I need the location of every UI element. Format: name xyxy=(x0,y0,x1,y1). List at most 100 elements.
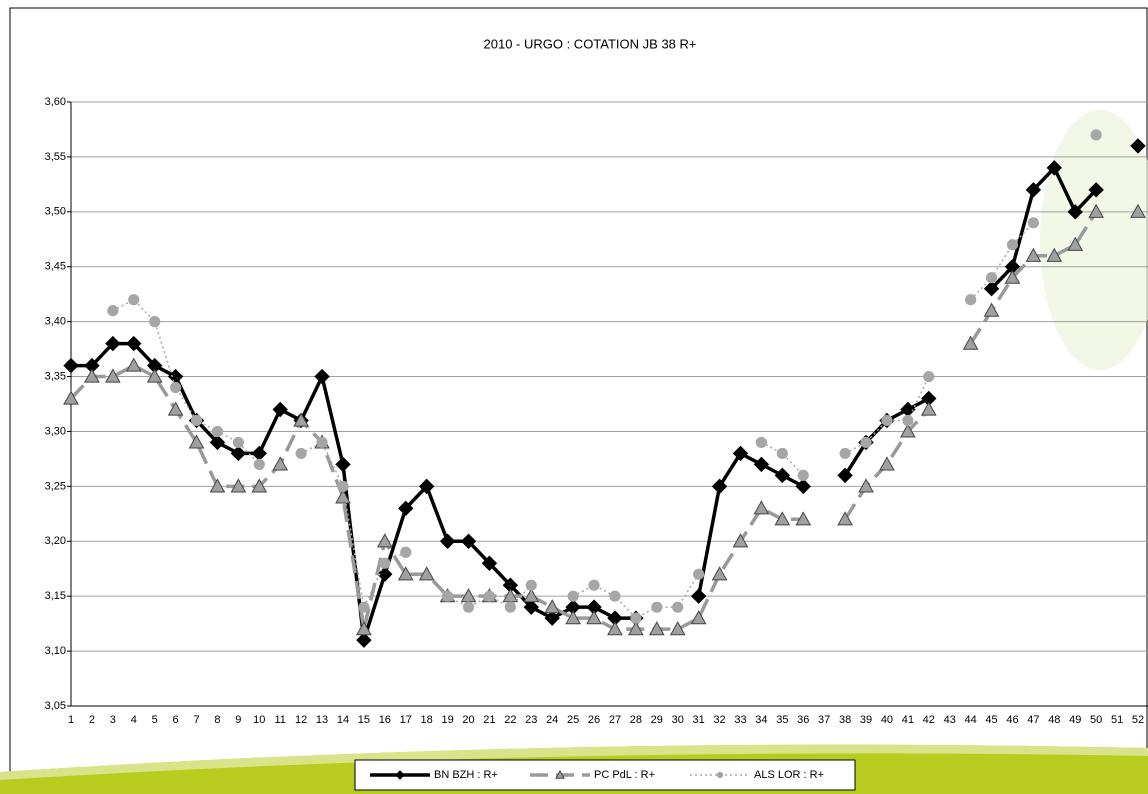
x-tick-label: 47 xyxy=(1027,714,1039,726)
x-tick-label: 29 xyxy=(651,714,663,726)
marker xyxy=(484,591,495,602)
marker xyxy=(316,437,327,448)
x-tick-label: 10 xyxy=(253,714,265,726)
x-tick-label: 21 xyxy=(483,714,495,726)
marker xyxy=(672,602,683,613)
legend-label: PC PdL : R+ xyxy=(594,769,655,781)
y-tick-label: 3,15 xyxy=(45,590,66,602)
marker xyxy=(839,448,850,459)
marker xyxy=(568,591,579,602)
x-tick-label: 3 xyxy=(110,714,116,726)
x-tick-label: 40 xyxy=(881,714,893,726)
marker xyxy=(651,602,662,613)
chart-frame xyxy=(10,8,1147,793)
x-tick-label: 5 xyxy=(152,714,158,726)
marker xyxy=(149,316,160,327)
chart-title: 2010 - URGO : COTATION JB 38 R+ xyxy=(484,36,697,51)
chart: 2010 - URGO : COTATION JB 38 R+ 3,05 3,10… xyxy=(0,0,1148,794)
x-tick-label: 39 xyxy=(860,714,872,726)
y-tick-label: 3,60 xyxy=(45,96,66,108)
x-tick-label: 49 xyxy=(1069,714,1081,726)
x-tick-label: 46 xyxy=(1006,714,1018,726)
x-tick-label: 24 xyxy=(546,714,558,726)
x-tick-label: 32 xyxy=(713,714,725,726)
x-tick-label: 33 xyxy=(734,714,746,726)
marker xyxy=(233,437,244,448)
x-tick-label: 2 xyxy=(89,714,95,726)
y-tick-label: 3,35 xyxy=(45,370,66,382)
x-tick-label: 34 xyxy=(755,714,767,726)
marker xyxy=(107,305,118,316)
y-tick-label: 3,45 xyxy=(45,261,66,273)
marker xyxy=(777,448,788,459)
marker xyxy=(526,580,537,591)
x-tick-label: 44 xyxy=(965,714,977,726)
y-tick-label: 3,10 xyxy=(45,645,66,657)
marker xyxy=(212,426,223,437)
marker xyxy=(588,580,599,591)
x-tick-label: 7 xyxy=(193,714,199,726)
marker xyxy=(986,272,997,283)
marker xyxy=(965,294,976,305)
x-tick-label: 50 xyxy=(1090,714,1102,726)
marker xyxy=(860,437,871,448)
y-tick-label: 3,30 xyxy=(45,425,66,437)
marker xyxy=(1007,239,1018,250)
marker xyxy=(170,382,181,393)
marker xyxy=(609,591,620,602)
x-tick-label: 25 xyxy=(567,714,579,726)
x-tick-label: 1 xyxy=(68,714,74,726)
x-tick-label: 8 xyxy=(214,714,220,726)
marker xyxy=(505,602,516,613)
y-tick-label: 3,55 xyxy=(45,151,66,163)
x-tick-label: 15 xyxy=(358,714,370,726)
marker xyxy=(337,481,348,492)
x-tick-label: 9 xyxy=(235,714,241,726)
x-tick-label: 31 xyxy=(693,714,705,726)
marker xyxy=(358,602,369,613)
marker xyxy=(1028,217,1039,228)
x-tick-label: 19 xyxy=(441,714,453,726)
marker xyxy=(254,459,265,470)
x-tick-label: 48 xyxy=(1048,714,1060,726)
legend-label: ALS LOR : R+ xyxy=(754,769,824,781)
marker xyxy=(128,294,139,305)
x-tick-label: 28 xyxy=(630,714,642,726)
marker xyxy=(630,613,641,624)
x-tick-label: 13 xyxy=(316,714,328,726)
marker xyxy=(881,415,892,426)
marker xyxy=(1091,129,1102,140)
x-tick-label: 18 xyxy=(421,714,433,726)
marker xyxy=(756,437,767,448)
marker xyxy=(463,602,474,613)
x-tick-label: 51 xyxy=(1111,714,1123,726)
x-tick-label: 42 xyxy=(923,714,935,726)
marker xyxy=(400,547,411,558)
y-tick-label: 3,40 xyxy=(45,316,66,328)
marker xyxy=(379,558,390,569)
x-tick-label: 30 xyxy=(672,714,684,726)
y-tick-label: 3,20 xyxy=(45,535,66,547)
x-tick-label: 12 xyxy=(295,714,307,726)
y-tick-label: 3,50 xyxy=(45,206,66,218)
x-tick-label: 26 xyxy=(588,714,600,726)
marker xyxy=(798,470,809,481)
marker xyxy=(296,448,307,459)
x-tick-label: 6 xyxy=(173,714,179,726)
x-tick-label: 45 xyxy=(985,714,997,726)
x-tick-label: 52 xyxy=(1132,714,1144,726)
x-tick-label: 36 xyxy=(797,714,809,726)
x-tick-label: 14 xyxy=(337,714,349,726)
x-tick-label: 37 xyxy=(818,714,830,726)
x-tick-label: 20 xyxy=(462,714,474,726)
marker xyxy=(902,415,913,426)
legend-label: BN BZH : R+ xyxy=(434,769,498,781)
x-tick-label: 17 xyxy=(400,714,412,726)
x-tick-label: 22 xyxy=(504,714,516,726)
y-tick-label: 3,25 xyxy=(45,480,66,492)
x-tick-label: 27 xyxy=(609,714,621,726)
x-tick-label: 43 xyxy=(944,714,956,726)
marker xyxy=(923,371,934,382)
y-tick-label: 3,05 xyxy=(45,700,66,712)
x-tick-label: 4 xyxy=(131,714,137,726)
